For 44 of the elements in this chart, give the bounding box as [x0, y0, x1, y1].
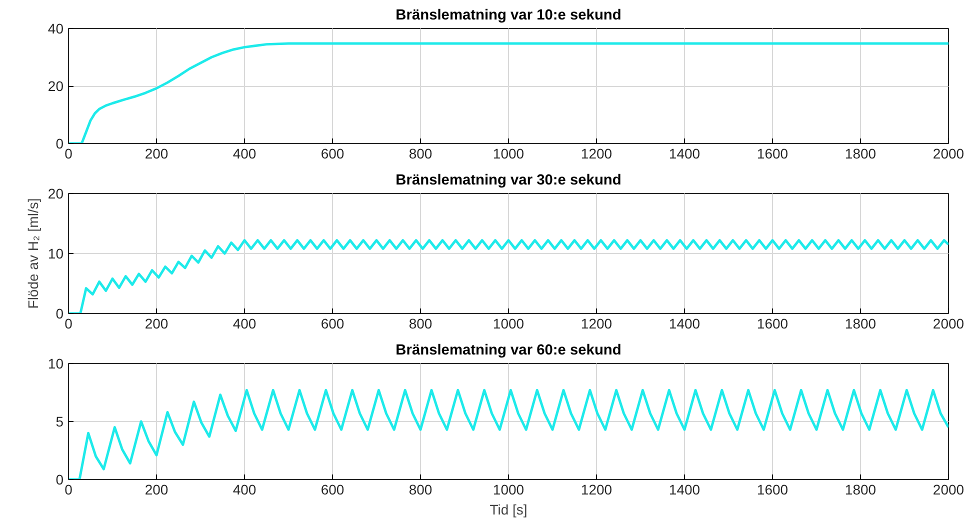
chart-title: Bränslematning var 30:e sekund	[396, 172, 622, 188]
x-tick-label: 1800	[844, 316, 876, 332]
x-tick-label: 1400	[668, 482, 700, 498]
y-tick-label: 0	[56, 306, 64, 322]
x-tick-label: 1000	[492, 482, 524, 498]
x-tick-label: 1400	[668, 146, 700, 162]
y-tick-label: 0	[56, 136, 64, 152]
x-axis-title: Tid [s]	[490, 502, 528, 518]
x-tick-label: 600	[320, 146, 344, 162]
x-tick-label: 2000	[932, 146, 964, 162]
x-tick-label: 400	[232, 316, 256, 332]
y-tick-label: 5	[56, 414, 64, 430]
y-tick-label: 20	[48, 78, 64, 94]
x-tick-label: 1600	[756, 316, 788, 332]
y-tick-label: 20	[48, 186, 64, 202]
x-tick-label: 600	[320, 482, 344, 498]
x-tick-label: 1200	[580, 316, 612, 332]
x-tick-label: 2000	[932, 316, 964, 332]
x-tick-label: 400	[232, 146, 256, 162]
x-tick-label: 800	[408, 146, 432, 162]
x-tick-label: 1600	[756, 482, 788, 498]
x-tick-label: 200	[144, 482, 168, 498]
y-tick-label: 10	[48, 246, 64, 262]
x-tick-label: 800	[408, 316, 432, 332]
y-tick-label: 0	[56, 472, 64, 488]
x-tick-label: 1600	[756, 146, 788, 162]
y-axis-title: Flöde av H₂ [ml/s]	[24, 198, 41, 309]
x-tick-label: 600	[320, 316, 344, 332]
chart-title: Bränslematning var 10:e sekund	[396, 8, 622, 24]
x-tick-label: 1000	[492, 316, 524, 332]
x-tick-label: 1200	[580, 482, 612, 498]
x-tick-label: 2000	[932, 482, 964, 498]
x-tick-label: 200	[144, 316, 168, 332]
x-tick-label: 1200	[580, 146, 612, 162]
x-tick-label: 400	[232, 482, 256, 498]
y-tick-label: 10	[48, 356, 64, 372]
y-tick-label: 40	[48, 20, 64, 36]
x-tick-label: 1800	[844, 146, 876, 162]
chart-title: Bränslematning var 60:e sekund	[396, 342, 622, 358]
x-tick-label: 800	[408, 482, 432, 498]
x-tick-label: 200	[144, 146, 168, 162]
x-tick-label: 1400	[668, 316, 700, 332]
x-tick-label: 1000	[492, 146, 524, 162]
x-tick-label: 1800	[844, 482, 876, 498]
